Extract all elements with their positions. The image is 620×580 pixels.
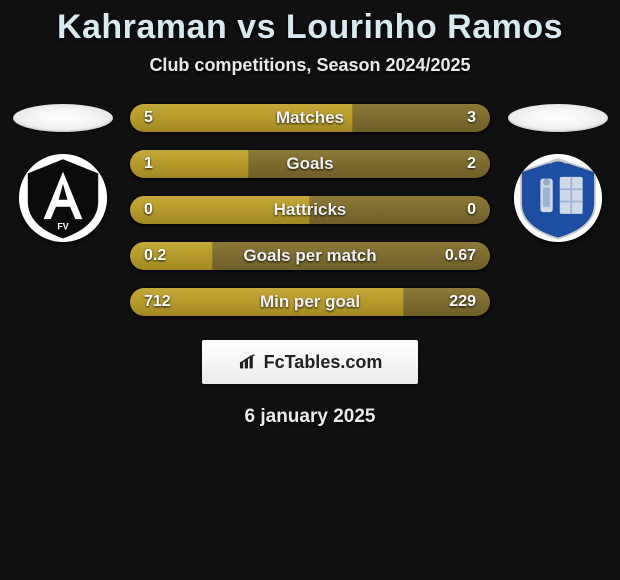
left-club-badge: FV bbox=[19, 154, 107, 242]
page-title: Kahraman vs Lourinho Ramos bbox=[0, 8, 620, 47]
date-text: 6 january 2025 bbox=[0, 406, 620, 428]
right-player-placeholder bbox=[508, 104, 608, 132]
stat-row: 712229Min per goal bbox=[130, 288, 490, 316]
subtitle: Club competitions, Season 2024/2025 bbox=[0, 55, 620, 76]
svg-text:FV: FV bbox=[57, 222, 68, 232]
brand-text: FcTables.com bbox=[264, 352, 383, 373]
stat-row: 53Matches bbox=[130, 104, 490, 132]
academico-viseu-icon: FV bbox=[19, 154, 107, 242]
fc-vizela-icon bbox=[514, 154, 602, 242]
comparison-row: FV 53Matches 12Goals 00Hattricks 0.20.67Goa… bbox=[0, 104, 620, 316]
right-side bbox=[500, 104, 615, 242]
stat-seg-left bbox=[130, 104, 353, 132]
bar-chart-icon bbox=[238, 354, 258, 370]
stat-seg-right bbox=[249, 150, 490, 178]
stat-seg-right bbox=[353, 104, 490, 132]
stat-seg-left bbox=[130, 150, 249, 178]
stats-column: 53Matches 12Goals 00Hattricks 0.20.67Goals … bbox=[130, 104, 490, 316]
stat-seg-right bbox=[404, 288, 490, 316]
card-root: Kahraman vs Lourinho Ramos Club competit… bbox=[0, 0, 620, 428]
stat-seg-left bbox=[130, 196, 310, 224]
stat-row: 12Goals bbox=[130, 150, 490, 178]
stat-seg-left bbox=[130, 242, 213, 270]
brand-badge[interactable]: FcTables.com bbox=[202, 340, 418, 384]
stat-seg-right bbox=[213, 242, 490, 270]
stat-seg-right bbox=[310, 196, 490, 224]
stat-row: 00Hattricks bbox=[130, 196, 490, 224]
left-side: FV bbox=[5, 104, 120, 242]
stat-seg-left bbox=[130, 288, 404, 316]
right-club-badge bbox=[514, 154, 602, 242]
left-player-placeholder bbox=[13, 104, 113, 132]
stat-row: 0.20.67Goals per match bbox=[130, 242, 490, 270]
